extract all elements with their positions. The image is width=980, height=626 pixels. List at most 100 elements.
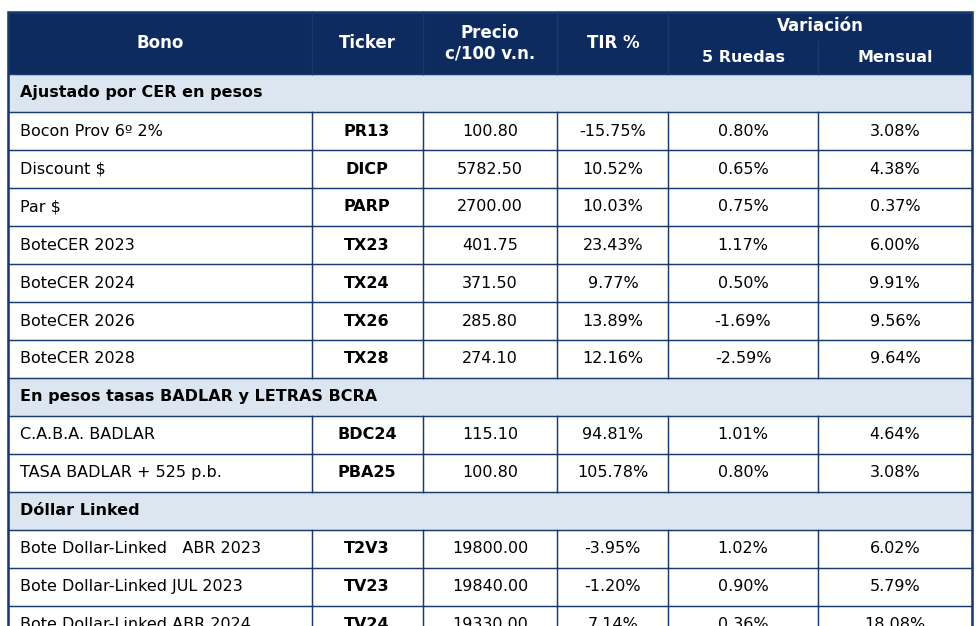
Bar (8, 12, 312, 74)
Bar (558, 416, 668, 454)
Bar (558, 226, 668, 264)
Bar (558, 112, 668, 150)
Bar (817, 568, 972, 606)
Bar (8, 226, 312, 264)
Text: 285.80: 285.80 (462, 314, 518, 329)
Bar (817, 226, 972, 264)
Bar (668, 150, 817, 188)
Text: -2.59%: -2.59% (714, 352, 771, 366)
Bar (668, 606, 817, 626)
Bar (558, 150, 668, 188)
Bar (668, 416, 817, 454)
Bar (668, 188, 817, 226)
Text: 7.14%: 7.14% (587, 617, 638, 626)
Bar (312, 264, 422, 302)
Text: 0.37%: 0.37% (869, 200, 920, 215)
Text: 115.10: 115.10 (462, 428, 518, 443)
Text: TV23: TV23 (344, 580, 390, 595)
Text: Discount $: Discount $ (20, 162, 106, 177)
Bar (817, 416, 972, 454)
Bar (558, 264, 668, 302)
Bar (558, 568, 668, 606)
Text: -1.69%: -1.69% (714, 314, 771, 329)
Text: BoteCER 2024: BoteCER 2024 (20, 275, 135, 290)
Text: 1.02%: 1.02% (717, 541, 768, 557)
Bar (312, 112, 422, 150)
Text: Mensual: Mensual (858, 49, 933, 64)
Bar (312, 454, 422, 492)
Text: 4.64%: 4.64% (869, 428, 920, 443)
Bar (558, 188, 668, 226)
Text: 274.10: 274.10 (462, 352, 518, 366)
Bar (817, 188, 972, 226)
Bar (558, 340, 668, 378)
Text: 9.77%: 9.77% (588, 275, 638, 290)
Bar (817, 530, 972, 568)
Text: 23.43%: 23.43% (582, 237, 643, 252)
Bar (668, 340, 817, 378)
Text: 401.75: 401.75 (462, 237, 518, 252)
Text: -15.75%: -15.75% (579, 123, 646, 138)
Text: PR13: PR13 (344, 123, 390, 138)
Bar (422, 264, 558, 302)
Bar (668, 12, 972, 41)
Text: Variación: Variación (777, 18, 863, 35)
Text: 12.16%: 12.16% (582, 352, 644, 366)
Bar (668, 530, 817, 568)
Bar (8, 530, 312, 568)
Bar (422, 302, 558, 340)
Bar (8, 264, 312, 302)
Text: TV24: TV24 (344, 617, 390, 626)
Bar (558, 454, 668, 492)
Text: 9.56%: 9.56% (869, 314, 920, 329)
Text: 100.80: 100.80 (462, 466, 518, 481)
Bar (422, 568, 558, 606)
Text: C.A.B.A. BADLAR: C.A.B.A. BADLAR (20, 428, 155, 443)
Text: 5782.50: 5782.50 (457, 162, 523, 177)
Text: En pesos tasas BADLAR y LETRAS BCRA: En pesos tasas BADLAR y LETRAS BCRA (20, 389, 377, 404)
Bar (668, 568, 817, 606)
Text: 4.38%: 4.38% (869, 162, 920, 177)
Text: PBA25: PBA25 (338, 466, 396, 481)
Text: 105.78%: 105.78% (577, 466, 649, 481)
Bar (8, 302, 312, 340)
Bar (422, 226, 558, 264)
Bar (312, 416, 422, 454)
Text: TX23: TX23 (344, 237, 390, 252)
Bar (817, 150, 972, 188)
Text: TASA BADLAR + 525 p.b.: TASA BADLAR + 525 p.b. (20, 466, 221, 481)
Bar (422, 530, 558, 568)
Bar (8, 454, 312, 492)
Text: 0.50%: 0.50% (717, 275, 768, 290)
Bar (8, 112, 312, 150)
Bar (8, 416, 312, 454)
Bar (422, 340, 558, 378)
Bar (312, 226, 422, 264)
Text: BDC24: BDC24 (337, 428, 397, 443)
Bar (558, 530, 668, 568)
Text: TX26: TX26 (344, 314, 390, 329)
Text: TX24: TX24 (344, 275, 390, 290)
Text: Bote Dollar-Linked JUL 2023: Bote Dollar-Linked JUL 2023 (20, 580, 243, 595)
Bar (817, 340, 972, 378)
Bar (312, 530, 422, 568)
Bar (312, 302, 422, 340)
Text: 19840.00: 19840.00 (452, 580, 528, 595)
Text: 0.65%: 0.65% (717, 162, 768, 177)
Bar (312, 606, 422, 626)
Bar (422, 606, 558, 626)
Text: Par $: Par $ (20, 200, 61, 215)
Bar (668, 454, 817, 492)
Text: -3.95%: -3.95% (585, 541, 641, 557)
Text: 0.80%: 0.80% (717, 123, 768, 138)
Bar (312, 568, 422, 606)
Bar (8, 568, 312, 606)
Bar (422, 188, 558, 226)
Text: 6.02%: 6.02% (869, 541, 920, 557)
Text: PARP: PARP (344, 200, 390, 215)
Bar (668, 112, 817, 150)
Text: 10.52%: 10.52% (582, 162, 644, 177)
Bar (312, 150, 422, 188)
Bar (8, 492, 972, 530)
Text: 18.08%: 18.08% (864, 617, 925, 626)
